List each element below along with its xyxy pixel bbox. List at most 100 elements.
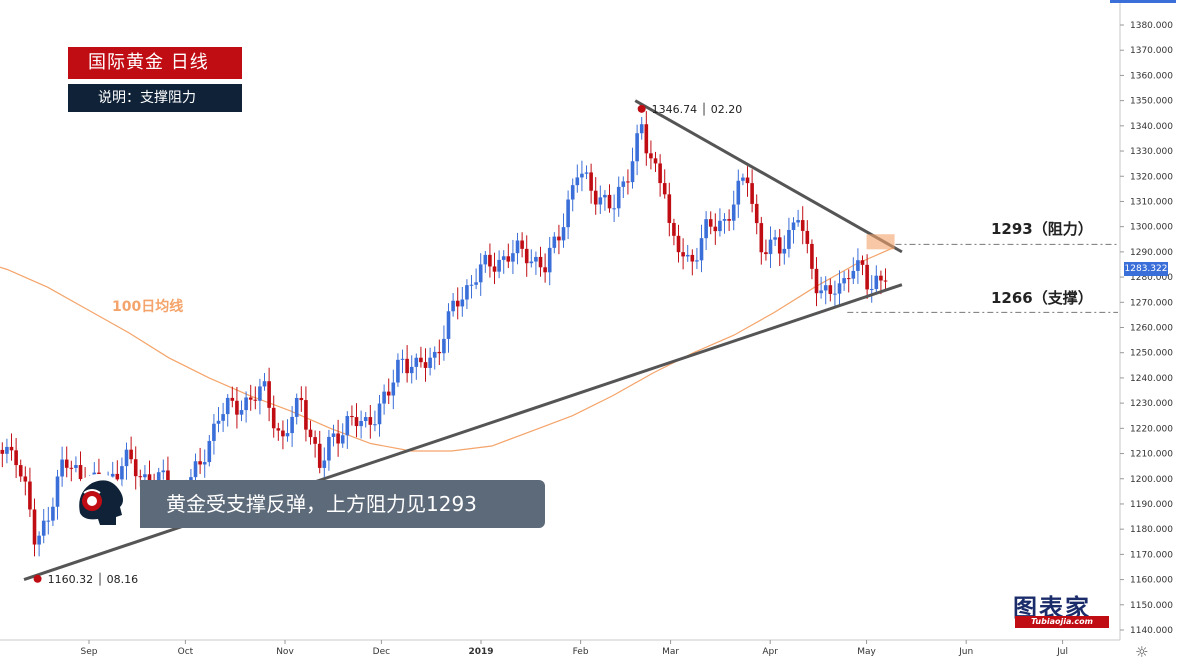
candle-body (695, 260, 699, 262)
candle-body (382, 391, 386, 404)
x-tick-label: Nov (276, 647, 294, 657)
candle-body (239, 410, 244, 415)
candle-body (423, 362, 428, 368)
candle-body (547, 247, 552, 273)
candle-body (846, 278, 851, 280)
candle-body (258, 386, 262, 401)
candle-body (64, 459, 69, 468)
candle-body (584, 172, 589, 174)
candle-body (883, 280, 888, 282)
candle-body (230, 397, 235, 401)
candle-body (649, 153, 653, 159)
candle-body (120, 466, 124, 480)
candle-body (317, 443, 322, 468)
candle-body (842, 278, 846, 284)
candle-body (469, 284, 474, 286)
high-label: 1346.74 │ 02.20 (652, 102, 743, 116)
candle-body (414, 357, 419, 367)
candle-body (538, 256, 543, 268)
candle-body (543, 267, 547, 273)
candle-body (580, 173, 584, 178)
candle-body (216, 420, 221, 424)
candle-body (768, 239, 773, 255)
y-tick-label: 1320.000 (1130, 172, 1173, 182)
x-tick-label: Jun (958, 647, 973, 657)
candle-body (0, 449, 5, 454)
candle-body (354, 417, 359, 427)
candle-body (639, 124, 644, 134)
candle-body (777, 237, 782, 254)
candle-body (492, 266, 497, 272)
candle-body (621, 181, 626, 187)
chart-subtitle: 说明：支撑阻力 (68, 84, 242, 112)
x-tick-label: May (857, 647, 876, 657)
y-axis: 1140.000 1150.000 1160.000 1170.000 1180.000… (1120, 21, 1173, 636)
candle-body (276, 428, 281, 431)
candle-body (437, 351, 442, 354)
candle-body (833, 293, 837, 295)
resistance-zone (866, 234, 895, 250)
x-tick-label: Dec (373, 647, 390, 657)
candle-body (9, 446, 14, 451)
y-tick-label: 1280.000 (1130, 273, 1173, 283)
x-tick-label: Feb (573, 647, 589, 657)
x-tick-label: Sep (81, 647, 98, 657)
candle-body (483, 254, 488, 265)
candle-body (736, 180, 741, 205)
candle-body (373, 424, 377, 426)
candle-body (271, 407, 276, 429)
summary-banner: 黄金受支撑反弹，上方阻力见1293 (140, 480, 545, 528)
candle-body (819, 290, 823, 294)
y-tick-label: 1170.000 (1130, 550, 1173, 560)
candle-body (212, 423, 216, 441)
y-tick-label: 1180.000 (1130, 525, 1173, 535)
y-tick-label: 1310.000 (1130, 197, 1173, 207)
candle-body (511, 253, 515, 262)
settings-gear-icon[interactable]: ☼ (1135, 643, 1149, 661)
candle-body (662, 183, 667, 195)
candle-body (750, 183, 754, 204)
candle-body (713, 226, 718, 232)
candle-body (860, 260, 865, 265)
candle-body (143, 474, 147, 478)
x-axis: Sep Oct Nov Dec 2019 Feb Mar Apr May Jun Jul (81, 640, 1068, 657)
candle-body (193, 461, 198, 478)
candle-body (478, 264, 483, 283)
candle-body (704, 219, 708, 239)
y-tick-label: 1150.000 (1130, 601, 1173, 611)
trend-overlays: 1346.74 │ 02.20 1160.32 │ 08.16 (23, 99, 1118, 586)
candle-body (708, 219, 713, 227)
candle-body (74, 465, 78, 468)
candle-body (51, 506, 55, 521)
candle-body (156, 472, 161, 488)
candle-body (685, 254, 690, 257)
y-tick-label: 1200.000 (1130, 475, 1173, 485)
candle-body (446, 311, 451, 339)
logo-sub-text: Tubiaojia.com (1015, 616, 1109, 628)
candle-body (331, 433, 336, 437)
y-tick-label: 1210.000 (1130, 450, 1173, 460)
support-trendline (23, 283, 903, 582)
analyst-avatar-icon (71, 474, 127, 530)
candle-body (814, 268, 819, 294)
candle-body (396, 359, 400, 383)
candle-body (773, 237, 777, 240)
candle-body (607, 194, 612, 209)
candle-body (253, 399, 258, 401)
candle-body (658, 163, 662, 184)
candle-body (534, 256, 538, 262)
candle-body (699, 238, 704, 261)
candle-body (561, 227, 566, 241)
candle-body (667, 194, 672, 223)
resistance-trendline (634, 99, 903, 254)
x-tick-label: Mar (662, 647, 679, 657)
y-tick-label: 1190.000 (1130, 500, 1173, 510)
candle-body (681, 252, 685, 257)
candle-body (299, 397, 304, 401)
candle-body (432, 351, 437, 358)
candle-body (759, 223, 764, 253)
candle-body (823, 285, 828, 291)
candle-body (244, 397, 248, 411)
candle-body (294, 397, 299, 417)
ma-label: 100日均线 (112, 299, 184, 315)
